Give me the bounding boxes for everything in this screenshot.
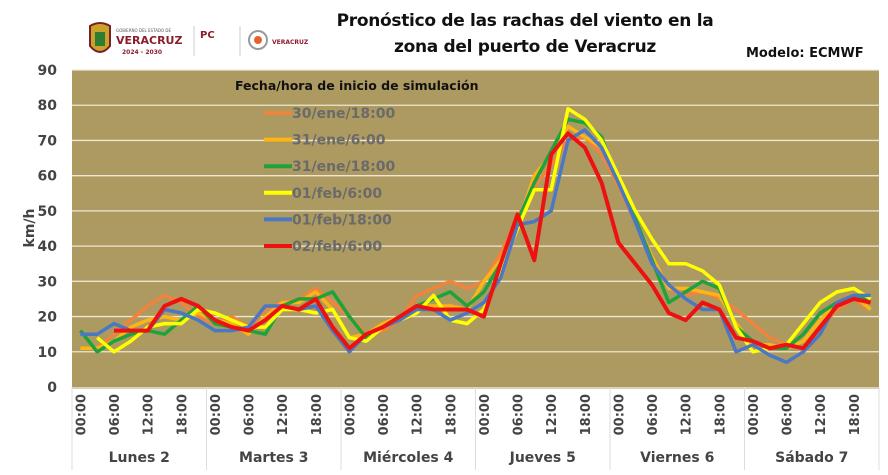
chart-title-line1: Pronóstico de las rachas del viento en l… [336, 11, 714, 31]
x-tick-label: 12:00 [142, 394, 157, 435]
proteccion-civil-icon [248, 30, 268, 50]
legend-title: Fecha/hora de inicio de simulación [235, 78, 478, 93]
day-label: Jueves 5 [509, 450, 576, 466]
x-tick-label: 12:00 [680, 394, 695, 435]
x-tick-label: 12:00 [545, 394, 560, 435]
x-tick-label: 12:00 [411, 394, 426, 435]
y-axis-label: km/h [22, 209, 38, 248]
logo-text-veracruz: VERACRUZ [116, 34, 182, 47]
day-label: Lunes 2 [109, 450, 170, 466]
day-label: Viernes 6 [640, 450, 714, 466]
plot-area [72, 70, 879, 387]
veracruz-coat-of-arms-icon [89, 22, 111, 53]
x-tick-label: 06:00 [243, 394, 258, 435]
x-tick-label: 00:00 [343, 394, 358, 435]
x-tick-label: 18:00 [713, 394, 728, 435]
legend-label: 30/ene/18:00 [292, 106, 395, 122]
x-tick-label: 00:00 [74, 394, 89, 435]
logo-text-veracruz-small: VERACRUZ [272, 39, 309, 46]
x-tick-label: 12:00 [814, 394, 829, 435]
x-tick-label: 06:00 [646, 394, 661, 435]
x-tick-label: 00:00 [478, 394, 493, 435]
x-tick-label: 06:00 [377, 394, 392, 435]
x-tick-label: 18:00 [848, 394, 863, 435]
series-line-6 [114, 131, 872, 351]
x-tick-label: 06:00 [108, 394, 123, 435]
legend-label: 31/ene/18:00 [292, 159, 395, 175]
y-tick-label: 70 [38, 133, 58, 149]
series-line-5 [80, 128, 871, 365]
x-tick-label: 06:00 [512, 394, 527, 435]
x-tick-label: 18:00 [310, 394, 325, 435]
chart-title-line2: zona del puerto de Veracruz [393, 37, 656, 57]
y-tick-label: 30 [38, 274, 58, 290]
legend-label: 31/ene/6:00 [292, 133, 386, 149]
y-tick-label: 60 [38, 169, 58, 185]
day-label: Sábado 7 [775, 450, 848, 466]
x-tick-label: 18:00 [175, 394, 190, 435]
y-tick-label: 50 [38, 204, 58, 220]
legend-label: 01/feb/6:00 [292, 186, 382, 202]
model-label: Modelo: ECMWF [746, 46, 864, 61]
x-tick-label: 00:00 [747, 394, 762, 435]
x-tick-label: 18:00 [579, 394, 594, 435]
legend-label: 02/feb/6:00 [292, 239, 382, 255]
chart-title: Pronóstico de las rachas del viento en l… [330, 8, 720, 60]
legend-label: 01/feb/18:00 [292, 212, 392, 228]
y-tick-label: 20 [38, 310, 58, 326]
government-logos: GOBIERNO DEL ESTADO DE VERACRUZ 2024 - 2… [89, 22, 309, 56]
y-tick-label: 0 [47, 380, 57, 396]
y-tick-label: 40 [38, 239, 58, 255]
logo-text-years: 2024 - 2030 [122, 49, 162, 56]
logo-text-gobierno: GOBIERNO DEL ESTADO DE [116, 28, 172, 33]
x-tick-label: 00:00 [612, 394, 627, 435]
y-tick-label: 10 [38, 345, 58, 361]
y-tick-label: 90 [38, 63, 58, 79]
x-tick-label: 12:00 [276, 394, 291, 435]
day-label: Miércoles 4 [363, 450, 454, 466]
logo-text-pc: PC [200, 30, 215, 41]
x-tick-label: 00:00 [209, 394, 224, 435]
x-tick-label: 06:00 [781, 394, 796, 435]
x-tick-label: 18:00 [444, 394, 459, 435]
y-tick-label: 80 [38, 98, 58, 114]
day-label: Martes 3 [239, 450, 308, 466]
